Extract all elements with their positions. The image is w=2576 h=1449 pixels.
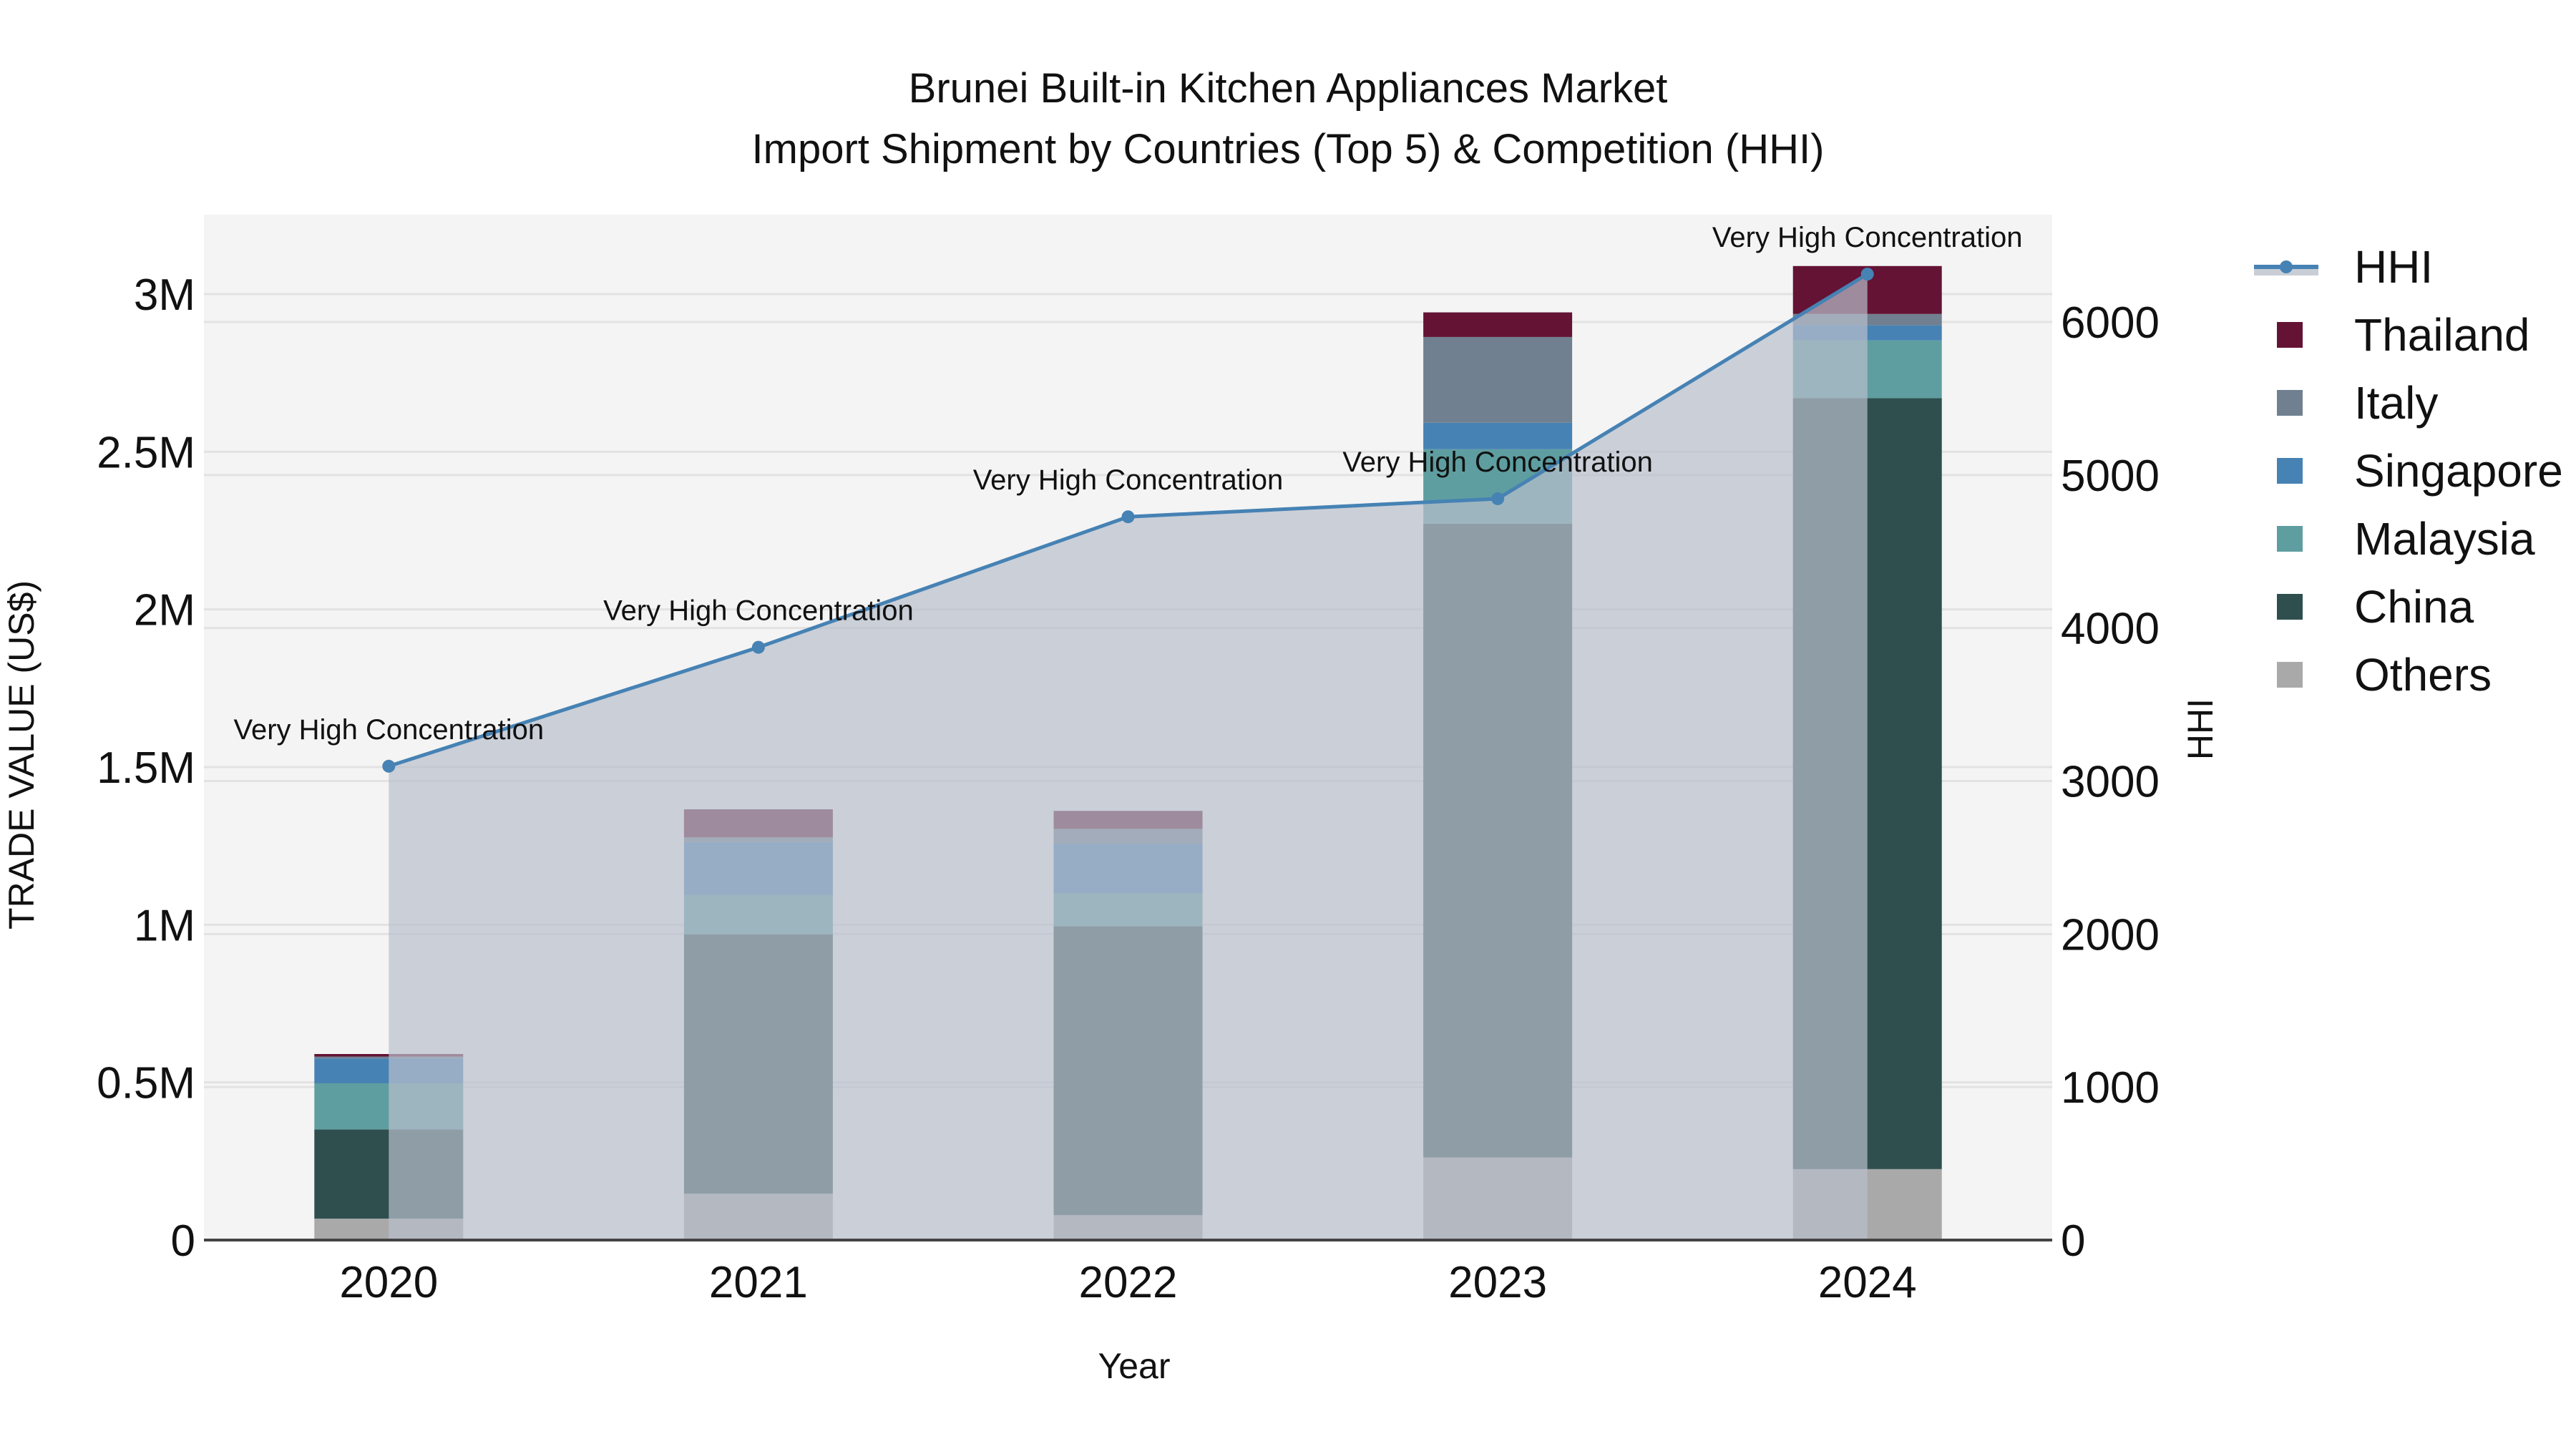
chart-title: Brunei Built-in Kitchen Appliances Marke… — [908, 65, 1668, 112]
hhi-annotation: Very High Concentration — [1342, 447, 1653, 478]
y2-tick-label: 3000 — [2061, 758, 2160, 807]
legend-item-malaysia[interactable]: Malaysia — [2254, 504, 2563, 572]
hhi-marker[interactable] — [1860, 268, 1874, 281]
legend-label: Others — [2354, 648, 2492, 701]
hhi-annotation: Very High Concentration — [234, 714, 545, 746]
legend-item-china[interactable]: China — [2254, 572, 2563, 640]
hhi-marker[interactable] — [751, 640, 765, 654]
hhi-annotation: Very High Concentration — [603, 595, 914, 627]
color-swatch-icon — [2277, 525, 2303, 552]
x-axis-title: Year — [1098, 1346, 1171, 1386]
color-swatch-icon — [2277, 389, 2303, 416]
y2-tick-label: 0 — [2061, 1216, 2085, 1266]
y2-tick-label: 1000 — [2061, 1063, 2160, 1113]
y-tick-label: 2M — [134, 586, 195, 635]
y-tick-label: 1M — [134, 901, 195, 950]
legend-item-others[interactable]: Others — [2254, 640, 2563, 708]
hhi-marker[interactable] — [382, 759, 396, 773]
x-tick-label: 2022 — [1079, 1258, 1178, 1307]
y-axis-title: TRADE VALUE (US$) — [1, 580, 42, 930]
line-marker-icon — [2254, 253, 2326, 281]
legend-item-italy[interactable]: Italy — [2254, 369, 2563, 436]
legend-item-hhi[interactable]: HHI — [2254, 233, 2563, 301]
legend-label: HHI — [2354, 240, 2434, 293]
x-tick-label: 2024 — [1818, 1258, 1917, 1307]
bar-segment-italy[interactable] — [1423, 336, 1573, 423]
bar-segment-singapore[interactable] — [1423, 422, 1573, 449]
hhi-marker[interactable] — [1491, 492, 1505, 505]
color-swatch-icon — [2277, 457, 2303, 484]
y2-tick-label: 5000 — [2061, 452, 2160, 501]
legend-label: Thailand — [2354, 308, 2530, 361]
legend-label: Singapore — [2354, 444, 2563, 497]
x-tick-label: 2020 — [339, 1258, 438, 1307]
color-swatch-icon — [2277, 661, 2303, 688]
y-tick-label: 0.5M — [97, 1059, 195, 1108]
legend-label: Italy — [2354, 376, 2439, 429]
legend-label: Malaysia — [2354, 512, 2535, 565]
y-tick-label: 0 — [171, 1216, 195, 1266]
bar-segment-thailand[interactable] — [1423, 312, 1573, 337]
hhi-marker[interactable] — [1121, 510, 1135, 524]
hhi-annotation: Very High Concentration — [973, 464, 1284, 496]
y2-tick-label: 4000 — [2061, 605, 2160, 654]
legend: HHI Thailand Italy Singapore Malaysia Ch… — [2254, 233, 2563, 708]
x-tick-label: 2021 — [709, 1258, 808, 1307]
x-tick-label: 2023 — [1448, 1258, 1547, 1307]
legend-item-thailand[interactable]: Thailand — [2254, 301, 2563, 369]
legend-item-singapore[interactable]: Singapore — [2254, 436, 2563, 504]
hhi-area — [389, 274, 1868, 1240]
y2-axis-title: HHI — [2180, 698, 2220, 761]
y2-tick-label: 6000 — [2061, 298, 2160, 348]
legend-label: China — [2354, 580, 2474, 633]
y-tick-label: 1.5M — [97, 743, 195, 793]
color-swatch-icon — [2277, 593, 2303, 620]
chart-subtitle: Import Shipment by Countries (Top 5) & C… — [751, 126, 1825, 172]
y-tick-label: 2.5M — [97, 428, 195, 477]
color-swatch-icon — [2277, 321, 2303, 348]
y-tick-label: 3M — [134, 270, 195, 320]
hhi-annotation: Very High Concentration — [1712, 222, 2023, 253]
y2-tick-label: 2000 — [2061, 910, 2160, 960]
